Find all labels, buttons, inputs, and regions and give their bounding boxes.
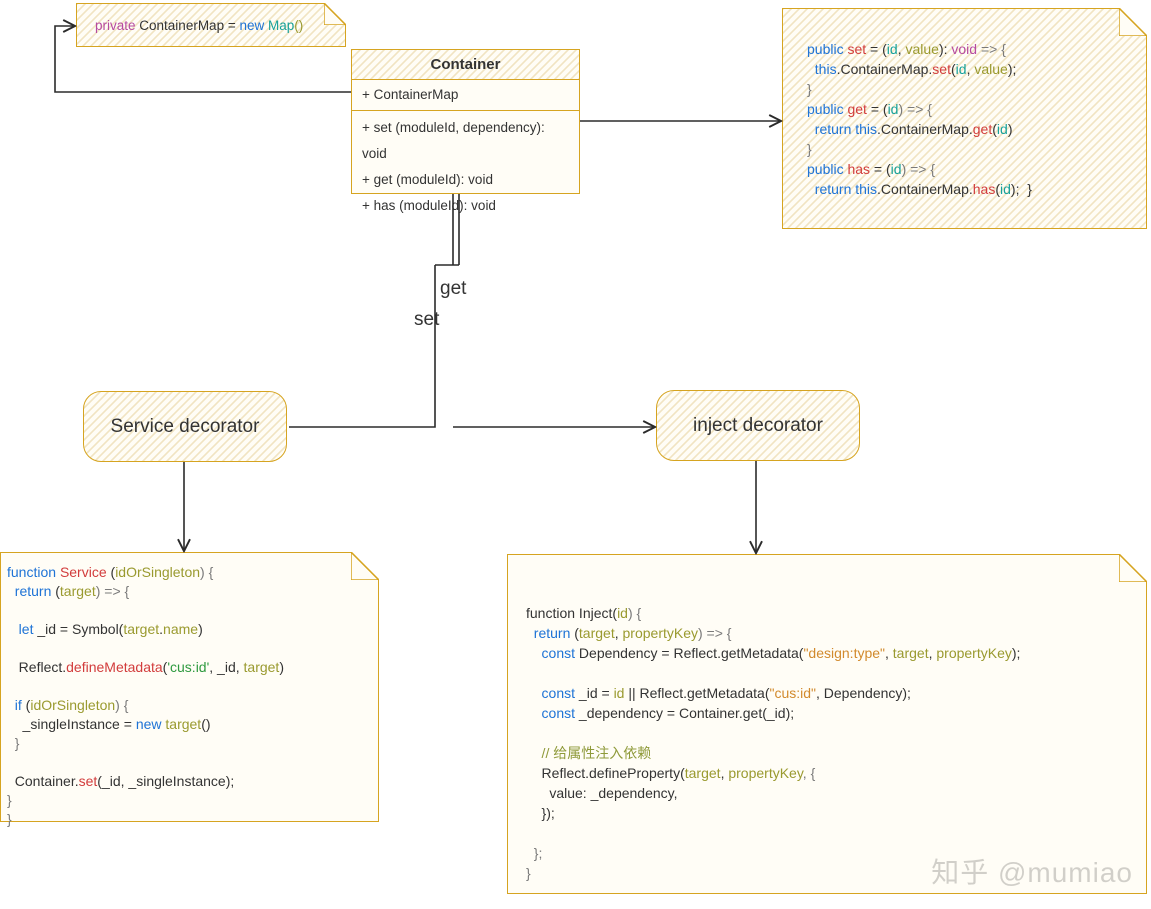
code-service: function Service (idOrSingleton) { retur…: [7, 563, 372, 829]
node-label: Service decorator: [111, 416, 260, 438]
note-service-code: function Service (idOrSingleton) { retur…: [0, 552, 379, 822]
note-container-methods: public set = (id, value): void => { this…: [782, 8, 1147, 229]
note-private-containermap: private ContainerMap = new Map(): [76, 3, 346, 47]
note-inject-code: function Inject(id) { return (target, pr…: [507, 554, 1147, 894]
note-fold-icon: [351, 552, 379, 580]
uml-class-methods: + set (moduleId, dependency): void+ get …: [352, 111, 579, 223]
node-inject-decorator: inject decorator: [656, 390, 860, 461]
code-methods: public set = (id, value): void => { this…: [807, 39, 1122, 199]
code-inject: function Inject(id) { return (target, pr…: [526, 583, 1128, 883]
edge-label-get: get: [440, 278, 466, 300]
uml-class-container: Container + ContainerMap + set (moduleId…: [351, 49, 580, 194]
uml-class-title: Container: [352, 50, 579, 80]
note-fold-icon: [1119, 8, 1147, 36]
edge-fork-to-service: [289, 265, 435, 427]
edge-label-set: set: [414, 309, 439, 331]
node-service-decorator: Service decorator: [83, 391, 287, 462]
watermark: 知乎 @mumiao: [931, 851, 1133, 891]
note-fold-icon: [1119, 554, 1147, 582]
node-label: inject decorator: [693, 415, 823, 437]
diagram-canvas: private ContainerMap = new Map() Contain…: [0, 0, 1151, 909]
uml-class-attrs: + ContainerMap: [352, 80, 579, 111]
code-private: private ContainerMap = new Map(): [95, 16, 327, 36]
note-fold-icon: [324, 3, 346, 25]
